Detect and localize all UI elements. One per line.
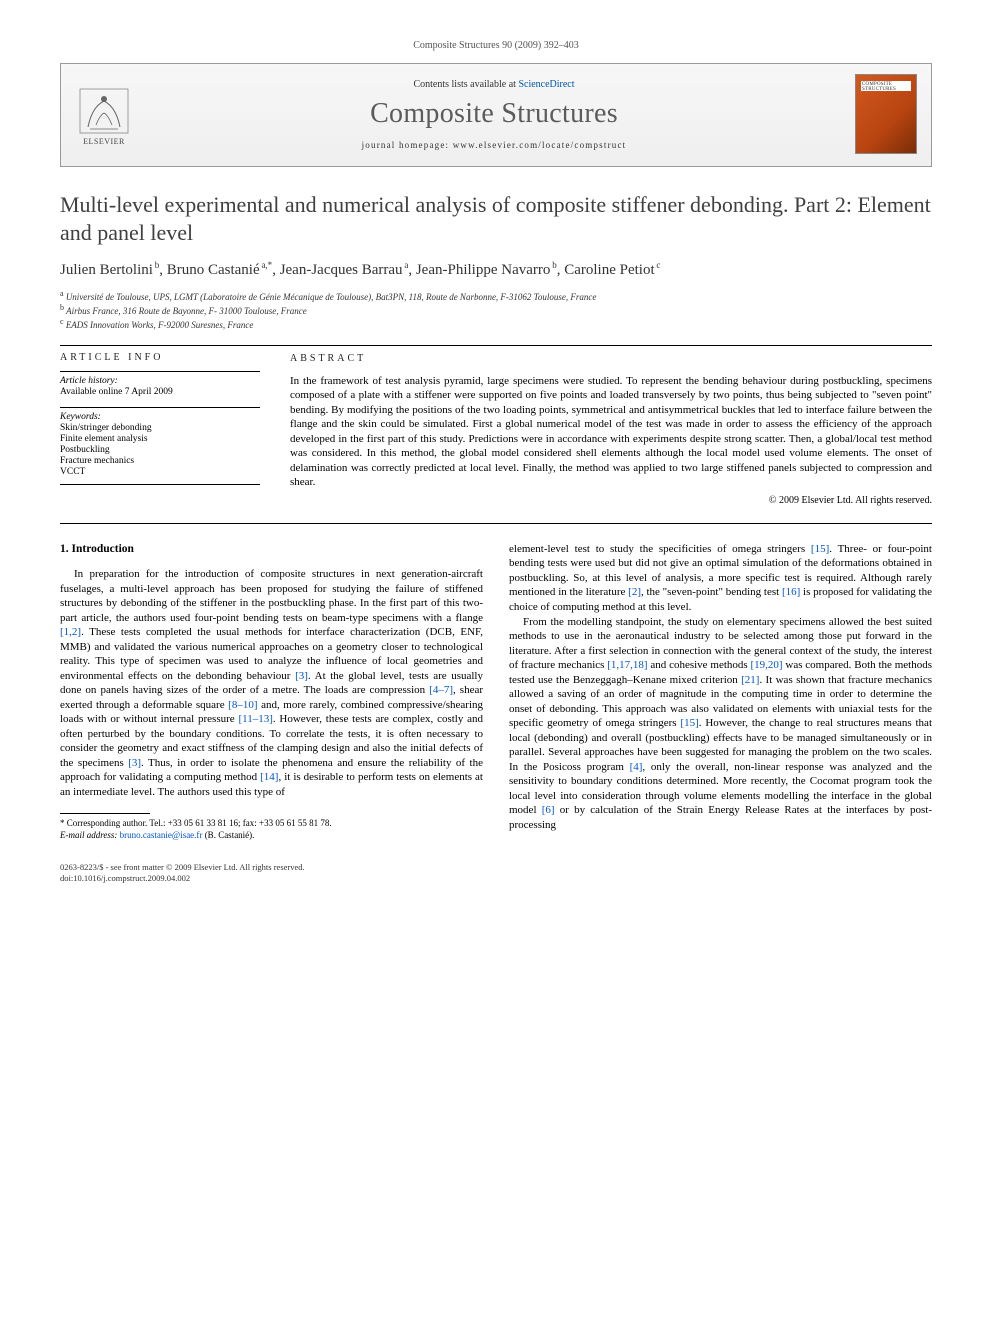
authors-line: Julien Bertolini b, Bruno Castanié a,*, … bbox=[60, 260, 932, 279]
affiliations-block: a Université de Toulouse, UPS, LGMT (Lab… bbox=[60, 289, 932, 331]
contents-lists-line: Contents lists available at ScienceDirec… bbox=[147, 79, 841, 90]
intro-paragraph-left: In preparation for the introduction of c… bbox=[60, 567, 483, 799]
article-title: Multi-level experimental and numerical a… bbox=[60, 191, 932, 246]
left-column: 1. Introduction In preparation for the i… bbox=[60, 542, 483, 842]
journal-homepage: journal homepage: www.elsevier.com/locat… bbox=[147, 140, 841, 150]
elsevier-logo: ELSEVIER bbox=[75, 82, 133, 146]
doi-line: doi:10.1016/j.compstruct.2009.04.002 bbox=[60, 873, 932, 884]
intro-paragraph-right-1: element-level test to study the specific… bbox=[509, 542, 932, 615]
keyword-item: Fracture mechanics bbox=[60, 456, 260, 466]
front-matter-footer: 0263-8223/$ - see front matter © 2009 El… bbox=[60, 862, 932, 884]
article-info-block: article info Article history: Available … bbox=[60, 352, 260, 507]
homepage-label: journal homepage: bbox=[362, 140, 453, 150]
citation-line: Composite Structures 90 (2009) 392–403 bbox=[60, 40, 932, 51]
history-line: Available online 7 April 2009 bbox=[60, 387, 260, 397]
divider-top bbox=[60, 345, 932, 346]
journal-header: ELSEVIER Contents lists available at Sci… bbox=[60, 63, 932, 167]
sciencedirect-link[interactable]: ScienceDirect bbox=[518, 79, 574, 90]
contents-prefix: Contents lists available at bbox=[413, 79, 518, 90]
abstract-block: abstract In the framework of test analys… bbox=[290, 352, 932, 507]
email-label: E-mail address: bbox=[60, 830, 117, 840]
journal-name: Composite Structures bbox=[147, 98, 841, 130]
section-heading-intro: 1. Introduction bbox=[60, 542, 483, 557]
abstract-copyright: © 2009 Elsevier Ltd. All rights reserved… bbox=[290, 494, 932, 507]
affiliation-line: b Airbus France, 316 Route de Bayonne, F… bbox=[60, 303, 932, 317]
publisher-name: ELSEVIER bbox=[83, 137, 125, 146]
corresponding-who: (B. Castanié). bbox=[205, 830, 255, 840]
keyword-item: Finite element analysis bbox=[60, 434, 260, 444]
article-info-heading: article info bbox=[60, 352, 260, 363]
intro-paragraph-right-2: From the modelling standpoint, the study… bbox=[509, 615, 932, 833]
journal-cover-thumbnail: COMPOSITE STRUCTURES bbox=[855, 74, 917, 154]
keyword-item: Postbuckling bbox=[60, 445, 260, 455]
cover-label: COMPOSITE STRUCTURES bbox=[862, 82, 916, 92]
footnote-separator bbox=[60, 813, 150, 814]
abstract-text: In the framework of test analysis pyrami… bbox=[290, 374, 932, 490]
affiliation-line: c EADS Innovation Works, F-92000 Suresne… bbox=[60, 317, 932, 331]
divider-bottom bbox=[60, 523, 932, 524]
abstract-heading: abstract bbox=[290, 352, 932, 365]
corresponding-line: * Corresponding author. Tel.: +33 05 61 … bbox=[60, 818, 483, 830]
body-columns: 1. Introduction In preparation for the i… bbox=[60, 542, 932, 842]
keywords-list: Skin/stringer debondingFinite element an… bbox=[60, 423, 260, 485]
corresponding-email[interactable]: bruno.castanie@isae.fr bbox=[120, 830, 203, 840]
keyword-item: Skin/stringer debonding bbox=[60, 423, 260, 433]
corresponding-author-footnote: * Corresponding author. Tel.: +33 05 61 … bbox=[60, 818, 483, 841]
keyword-item: VCCT bbox=[60, 467, 260, 477]
affiliation-line: a Université de Toulouse, UPS, LGMT (Lab… bbox=[60, 289, 932, 303]
issn-line: 0263-8223/$ - see front matter © 2009 El… bbox=[60, 862, 932, 873]
homepage-url[interactable]: www.elsevier.com/locate/compstruct bbox=[453, 140, 627, 150]
history-label: Article history: bbox=[60, 371, 260, 386]
right-column: element-level test to study the specific… bbox=[509, 542, 932, 842]
keywords-label: Keywords: bbox=[60, 407, 260, 422]
